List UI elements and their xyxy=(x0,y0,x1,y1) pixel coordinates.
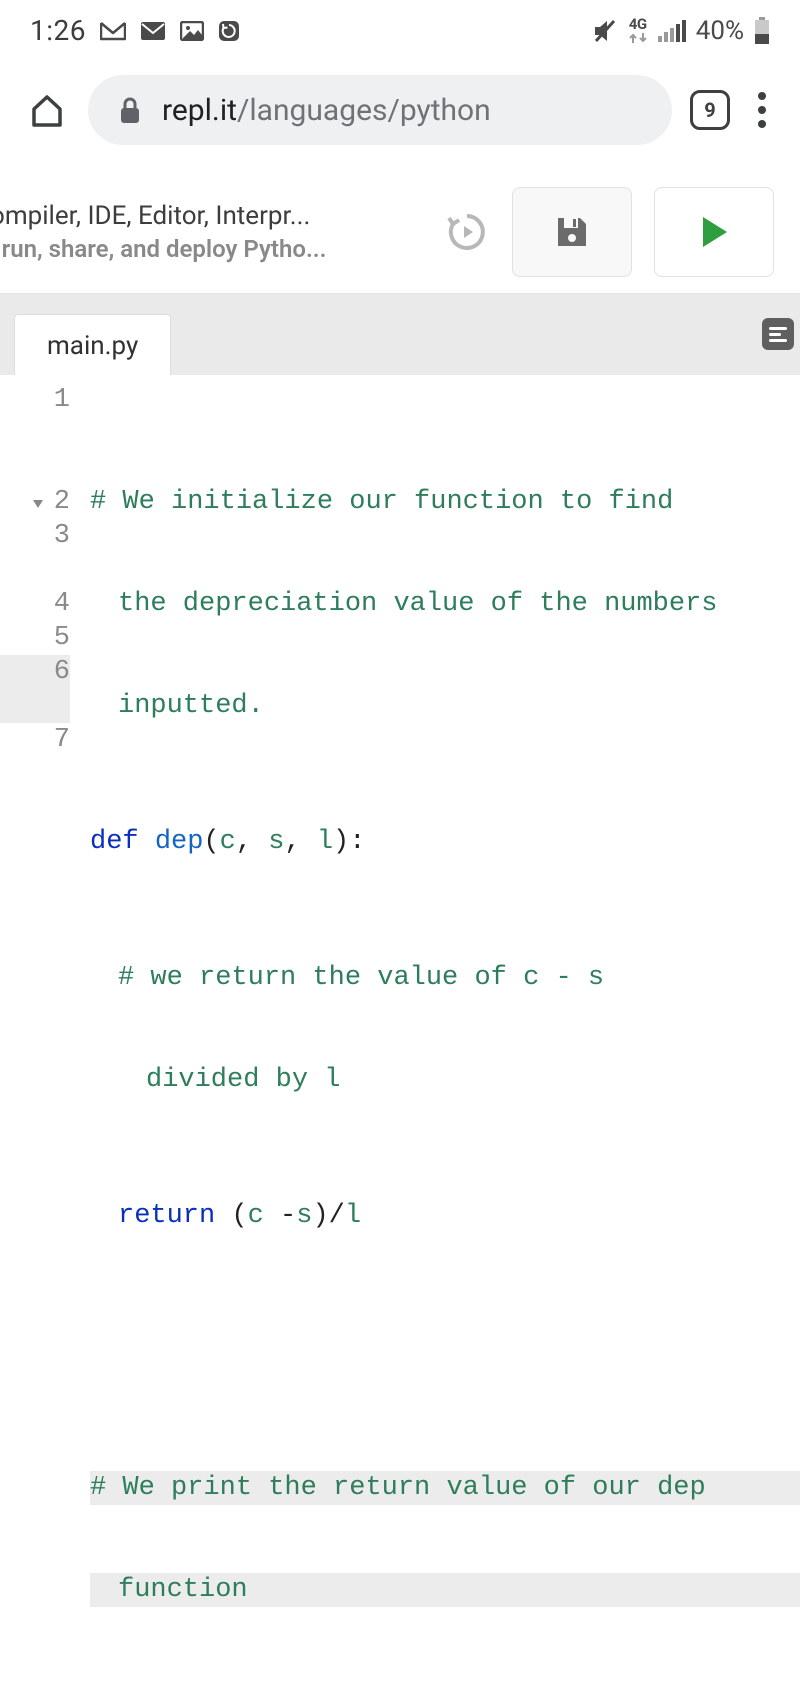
chrome-tab-count: 9 xyxy=(704,98,715,122)
mute-icon xyxy=(592,19,618,43)
code-editor[interactable]: 1 2 3 4 5 6 7 # We initialize our functi… xyxy=(0,375,800,1689)
code-content[interactable]: # We initialize our function to find the… xyxy=(90,375,800,1689)
code-comment: function xyxy=(90,1573,792,1607)
url-host: repl.it xyxy=(162,93,237,128)
replit-page-subtitle: , run, share, and deploy Pytho... xyxy=(0,235,422,263)
chrome-home-button[interactable] xyxy=(24,87,70,133)
line-number: 3 xyxy=(0,519,70,553)
code-line-blank xyxy=(90,1335,800,1369)
code-comment: inputted. xyxy=(90,689,792,723)
code-comment: # we return the value of c - s xyxy=(90,961,792,995)
format-code-button[interactable] xyxy=(762,318,794,350)
gmail-icon xyxy=(100,21,126,41)
url-path: /languages/python xyxy=(237,93,491,128)
save-button[interactable] xyxy=(512,187,632,277)
chrome-omnibox[interactable]: repl.it/languages/python xyxy=(88,75,672,145)
chrome-menu-button[interactable] xyxy=(748,92,776,128)
code-comment: divided by l xyxy=(90,1063,792,1097)
battery-icon xyxy=(754,17,770,45)
replit-header: ompiler, IDE, Editor, Interpr... , run, … xyxy=(0,171,800,294)
data-arrows-icon xyxy=(628,32,648,44)
run-button[interactable] xyxy=(654,187,774,277)
line-number: 6 xyxy=(0,655,70,689)
network-indicator: 4G xyxy=(628,17,648,44)
android-status-bar: 1:26 4G 40% xyxy=(0,0,800,57)
omnibox-url: repl.it/languages/python xyxy=(162,93,491,128)
chrome-toolbar: repl.it/languages/python 9 xyxy=(0,57,800,171)
line-number: 2 xyxy=(0,485,70,519)
chrome-tabs-button[interactable]: 9 xyxy=(690,90,730,130)
save-icon xyxy=(554,214,590,250)
code-comment: the depreciation value of the numbers xyxy=(90,587,792,621)
photo-icon xyxy=(180,21,204,41)
replit-page-title: ompiler, IDE, Editor, Interpr... xyxy=(0,201,422,231)
battery-percent: 40% xyxy=(696,16,744,46)
network-label: 4G xyxy=(629,17,647,32)
play-icon xyxy=(699,215,729,249)
code-comment: # We initialize our function to find xyxy=(90,487,673,517)
editor-tab-strip: main.py xyxy=(0,294,800,375)
status-clock: 1:26 xyxy=(30,14,86,47)
code-comment: # We print the return value of our dep xyxy=(90,1473,706,1503)
lock-icon xyxy=(118,95,142,125)
file-tab-main[interactable]: main.py xyxy=(14,314,171,375)
history-button[interactable] xyxy=(444,209,490,255)
status-right: 4G 40% xyxy=(592,16,770,46)
line-number: 1 xyxy=(0,383,70,417)
line-number: 4 xyxy=(0,587,70,621)
line-number: 5 xyxy=(0,621,70,655)
replit-title-block: ompiler, IDE, Editor, Interpr... , run, … xyxy=(0,201,422,263)
code-line: return (c -s)/l xyxy=(90,1199,800,1233)
status-left: 1:26 xyxy=(30,14,240,47)
home-icon xyxy=(28,91,66,129)
code-line: def dep(c, s, l): xyxy=(90,825,800,859)
history-icon xyxy=(445,210,489,254)
signal-icon xyxy=(658,20,686,42)
refresh-icon xyxy=(218,20,240,42)
mail-icon xyxy=(140,21,166,41)
line-number-gutter: 1 2 3 4 5 6 7 xyxy=(0,375,90,1689)
line-number: 7 xyxy=(0,723,70,757)
